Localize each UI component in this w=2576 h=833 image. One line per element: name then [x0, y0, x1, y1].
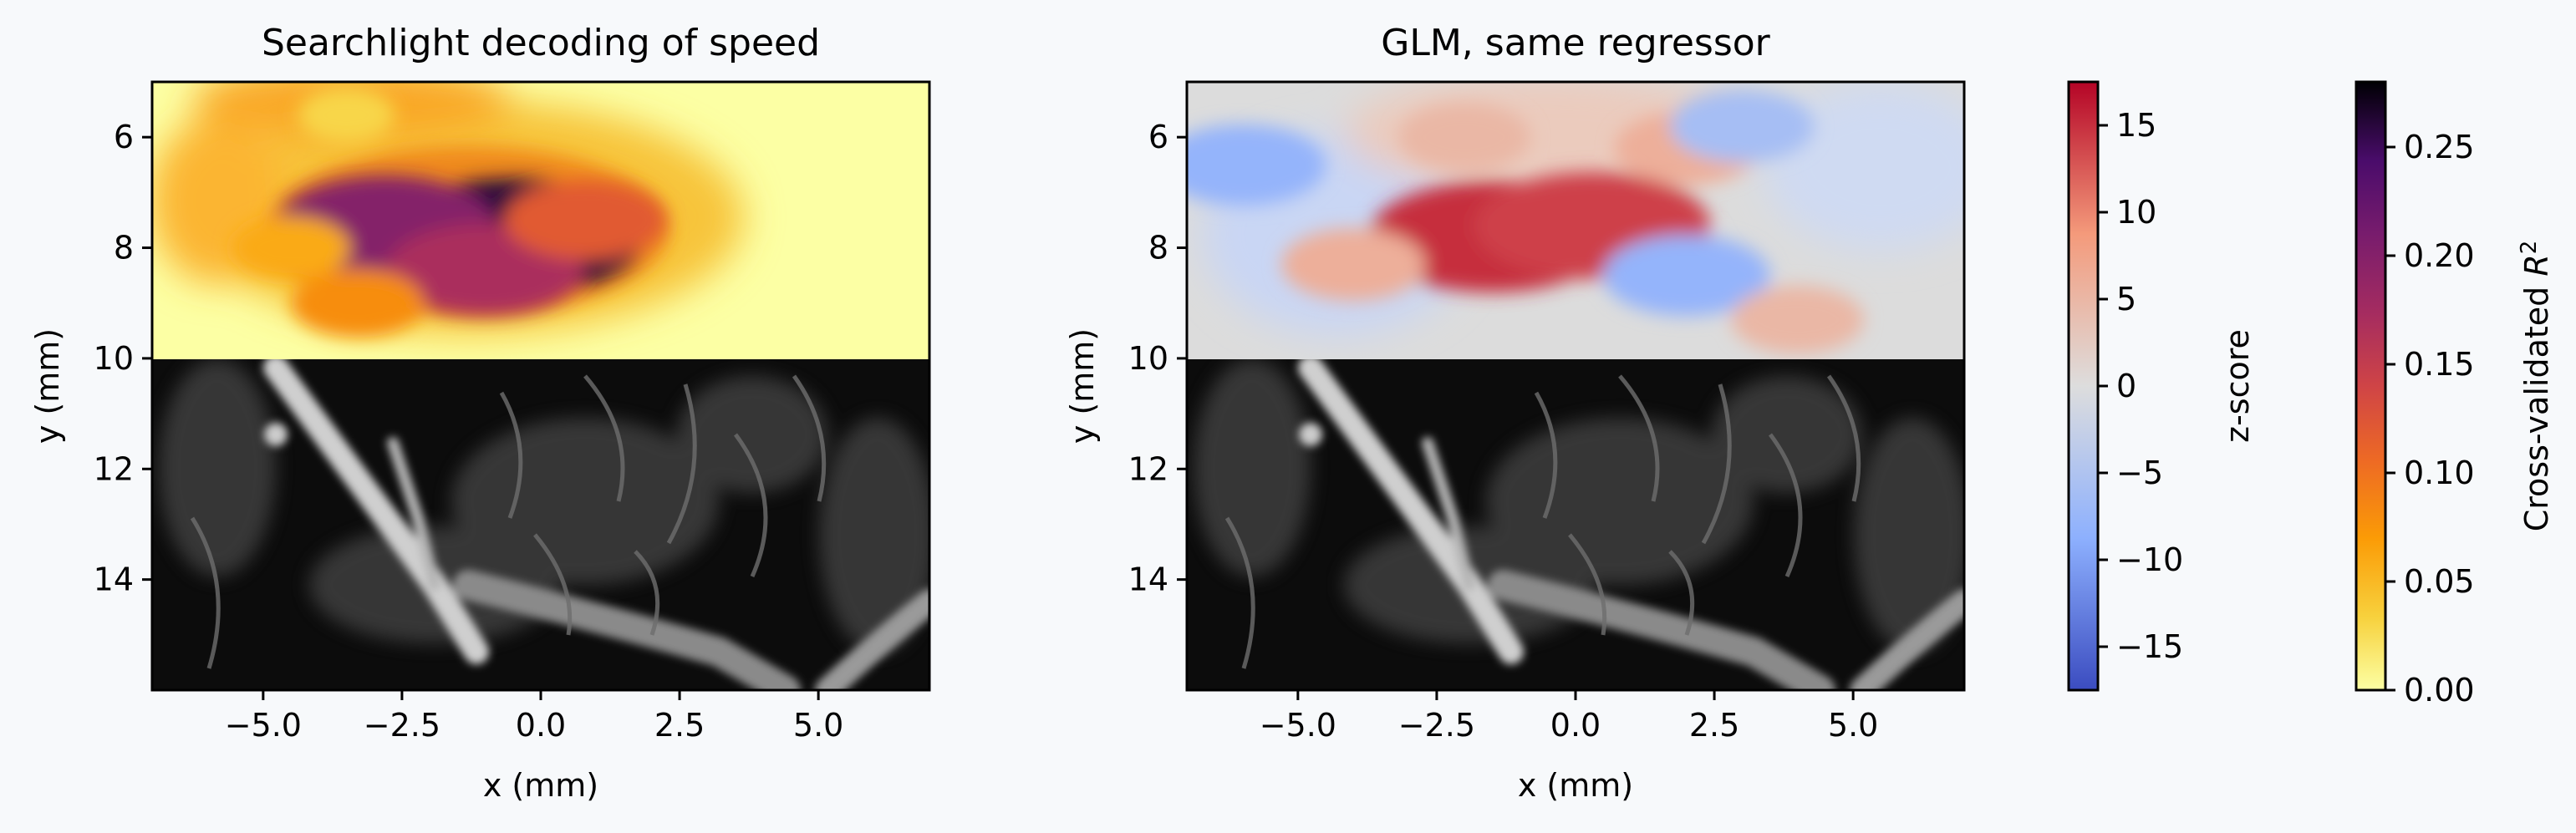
colorbar-tick-label: 0.25 [2404, 129, 2475, 165]
colorbar-gradient [2067, 80, 2100, 692]
y-tick-label: 10 [1128, 340, 1168, 377]
y-axis-label: y (mm) [1064, 328, 1101, 444]
panel-title: GLM, same regressor [1381, 22, 1770, 64]
colorbar-tick-label: 0.00 [2404, 672, 2475, 709]
x-axis-label: x (mm) [483, 767, 598, 804]
colorbar-ticks: 15 10 5 0 −5 −10 −15 [2098, 107, 2183, 665]
panel-title: Searchlight decoding of speed [262, 22, 820, 64]
panel-glm: GLM, same regressor [1064, 22, 1966, 804]
y-tick-label: 14 [1128, 561, 1168, 598]
colorbar-tick-label: −15 [2116, 628, 2183, 665]
r2-overlay [152, 82, 929, 359]
colorbar-label-text: Cross-validated [2518, 277, 2555, 532]
panel-searchlight: Searchlight decoding of speed [29, 22, 931, 804]
colorbar-tick-label: 0.20 [2404, 237, 2475, 274]
y-tick-label: 6 [1148, 119, 1168, 155]
overlay-hotspot [298, 87, 395, 143]
y-tick-label: 12 [1128, 450, 1168, 487]
y-tick-label: 14 [94, 561, 134, 598]
vascular-underlay [1187, 359, 1964, 690]
overlay-hotspot [504, 180, 666, 260]
colorbar-label-sup: 2 [2517, 241, 2542, 255]
overlay-hotspot [1670, 89, 1815, 163]
x-tick-label: 0.0 [516, 707, 566, 744]
y-axis: 6 8 10 12 14 [1128, 119, 1187, 598]
overlay-hotspot [1603, 235, 1770, 317]
colorbar-gradient [2355, 80, 2387, 692]
colorbar-zscore: 15 10 5 0 −5 −10 −15 z-score [2067, 80, 2256, 692]
x-tick-label: −2.5 [364, 707, 440, 744]
y-tick-label: 6 [114, 119, 134, 155]
y-axis: 6 8 10 12 14 [94, 119, 152, 598]
y-tick-label: 8 [1148, 230, 1168, 267]
x-tick-label: −5.0 [1260, 707, 1336, 744]
x-axis-label: x (mm) [1518, 767, 1633, 804]
colorbar-label: z-score [2219, 329, 2256, 443]
colorbar-r2: 0.25 0.20 0.15 0.10 0.05 0.00 Cross-validated… [2355, 80, 2555, 709]
y-axis-label: y (mm) [29, 328, 66, 444]
x-axis: −5.0 −2.5 0.0 2.5 5.0 [225, 690, 843, 744]
colorbar-label: Cross-validated R2 [2517, 241, 2555, 532]
x-tick-label: 2.5 [654, 707, 705, 744]
x-axis: −5.0 −2.5 0.0 2.5 5.0 [1260, 690, 1878, 744]
colorbar-tick-label: 0 [2116, 368, 2136, 404]
colorbar-tick-label: −10 [2116, 541, 2183, 578]
x-tick-label: 0.0 [1550, 707, 1601, 744]
zscore-overlay [1187, 82, 1964, 359]
colorbar-tick-label: 15 [2116, 107, 2156, 144]
colorbar-tick-label: 0.05 [2404, 563, 2475, 600]
y-tick-label: 8 [114, 230, 134, 267]
y-tick-label: 12 [94, 450, 134, 487]
overlay-hotspot [232, 216, 350, 280]
colorbar-label-var: R [2518, 254, 2555, 276]
x-tick-label: −2.5 [1398, 707, 1475, 744]
overlay-hotspot [1731, 285, 1865, 354]
vascular-underlay [152, 359, 929, 690]
overlay-hotspot [1187, 124, 1326, 206]
colorbar-tick-label: 0.10 [2404, 455, 2475, 491]
x-tick-label: 5.0 [793, 707, 843, 744]
x-tick-label: 5.0 [1828, 707, 1878, 744]
colorbar-tick-label: −5 [2116, 455, 2163, 491]
overlay-hotspot [291, 268, 425, 338]
overlay-hotspot [1397, 103, 1531, 172]
colorbar-tick-label: 5 [2116, 281, 2136, 317]
colorbar-tick-label: 10 [2116, 194, 2156, 231]
y-tick-label: 10 [94, 340, 134, 377]
colorbar-ticks: 0.25 0.20 0.15 0.10 0.05 0.00 [2385, 129, 2475, 709]
colorbar-tick-label: 0.15 [2404, 346, 2475, 383]
x-tick-label: −5.0 [225, 707, 302, 744]
overlay-hotspot [1281, 227, 1426, 301]
x-tick-label: 2.5 [1689, 707, 1739, 744]
